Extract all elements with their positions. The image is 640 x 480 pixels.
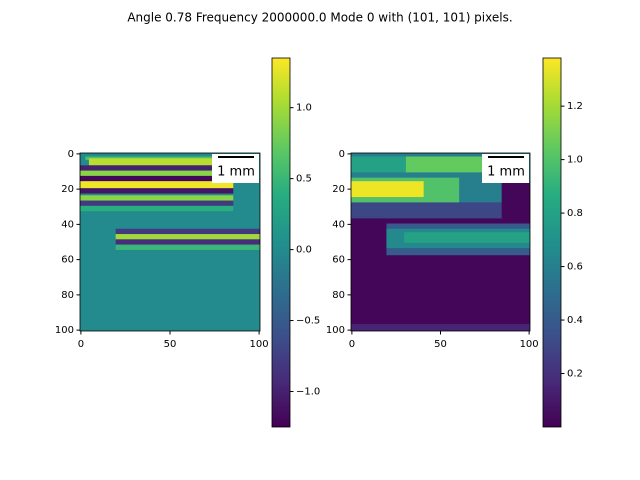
image-region xyxy=(80,170,234,176)
colorbar-tick-label: 0.2 xyxy=(567,369,583,380)
x-tick-label: 50 xyxy=(434,339,447,350)
y-tick-label: 20 xyxy=(332,184,345,195)
image-region xyxy=(115,239,261,245)
scalebar-label: 1 mm xyxy=(487,165,525,180)
y-tick-label: 60 xyxy=(332,255,345,266)
image-region xyxy=(351,202,504,219)
colorbar-tick-label: 0.5 xyxy=(296,174,312,185)
colorbar xyxy=(271,57,291,428)
x-tick-label: 0 xyxy=(349,339,355,350)
y-tick-label: 100 xyxy=(326,325,345,336)
scalebar-box xyxy=(212,154,259,183)
image-region xyxy=(115,244,261,250)
y-tick-label: 20 xyxy=(61,184,74,195)
image-region xyxy=(80,188,234,194)
y-tick-label: 0 xyxy=(68,149,74,160)
y-tick-label: 60 xyxy=(61,255,74,266)
y-tick-label: 80 xyxy=(61,290,74,301)
x-tick-label: 50 xyxy=(164,339,177,350)
y-tick-label: 40 xyxy=(332,219,345,230)
image-region xyxy=(351,156,406,173)
colorbar xyxy=(542,57,562,428)
x-tick-label: 100 xyxy=(250,339,269,350)
figure-title: Angle 0.78 Frequency 2000000.0 Mode 0 wi… xyxy=(127,11,512,25)
image-region xyxy=(351,323,530,331)
colorbar-tick-label: 1.0 xyxy=(567,155,583,166)
image-region xyxy=(115,234,261,240)
image-region xyxy=(80,205,234,212)
y-tick-label: 40 xyxy=(61,219,74,230)
image-region xyxy=(404,156,504,173)
y-tick-label: 100 xyxy=(55,325,74,336)
image-region xyxy=(80,175,234,182)
x-tick-label: 0 xyxy=(78,339,84,350)
image-region xyxy=(404,232,530,243)
scalebar-label: 1 mm xyxy=(217,165,255,180)
colorbar-tick-label: 0.0 xyxy=(296,245,312,256)
image-region xyxy=(501,182,530,219)
image-region xyxy=(80,200,234,206)
y-tick-label: 0 xyxy=(339,149,345,160)
image-region xyxy=(351,181,424,198)
scalebar-box xyxy=(482,154,529,183)
x-tick-label: 100 xyxy=(520,339,539,350)
colorbar-tick-label: −0.5 xyxy=(296,316,320,327)
image-region xyxy=(80,195,234,201)
image-region xyxy=(115,228,261,235)
colorbar-tick-label: 0.4 xyxy=(567,315,583,326)
colorbar-tick-label: 1.0 xyxy=(296,103,312,114)
colorbar-tick-label: 1.2 xyxy=(567,101,583,112)
colorbar-tick-label: 0.6 xyxy=(567,262,583,273)
image-region xyxy=(88,158,234,166)
y-tick-label: 80 xyxy=(332,290,345,301)
image-region xyxy=(80,181,234,189)
image-region xyxy=(80,165,234,171)
colorbar-tick-label: −1.0 xyxy=(296,387,320,398)
colorbar-tick-label: 0.8 xyxy=(567,208,583,219)
